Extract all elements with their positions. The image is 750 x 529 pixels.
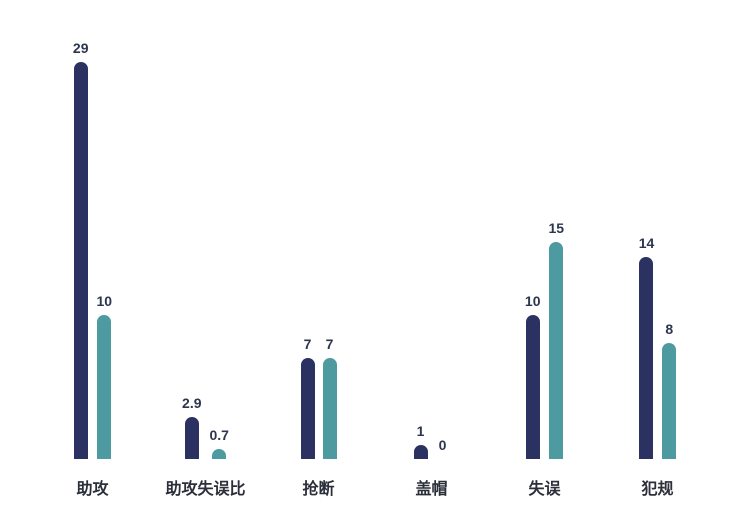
bar (97, 315, 111, 459)
bar-wrap: 2.9 (182, 40, 201, 459)
bar (323, 358, 337, 459)
bar-wrap: 15 (549, 40, 565, 459)
bar-group: 2.9 0.7 (149, 40, 262, 459)
bar-value-label: 14 (639, 235, 655, 251)
bar-wrap: 10 (525, 40, 541, 459)
bar-wrap: 29 (73, 40, 89, 459)
x-axis-tick: 助攻 (36, 475, 149, 499)
bar (526, 315, 540, 459)
bar (212, 449, 226, 459)
bar-value-label: 7 (304, 336, 312, 352)
bar (662, 343, 676, 459)
bar (639, 257, 653, 459)
bar-value-label: 1 (417, 423, 425, 439)
bar-group: 10 (375, 40, 488, 459)
bar-wrap: 10 (97, 40, 113, 459)
bar-wrap: 7 (323, 40, 337, 459)
bar-value-label: 15 (549, 220, 565, 236)
bar-wrap: 7 (301, 40, 315, 459)
plot-area: 29102.90.777101015148 (36, 40, 714, 459)
bar-value-label: 10 (525, 293, 541, 309)
x-axis-tick: 犯规 (601, 475, 714, 499)
bar-group: 29 10 (36, 40, 149, 459)
bar-group: 10 15 (488, 40, 601, 459)
bar (185, 417, 199, 459)
bar-wrap: 1 (414, 40, 428, 459)
x-axis-tick: 失误 (488, 475, 601, 499)
bar-wrap: 0.7 (210, 40, 229, 459)
bar-value-label: 8 (665, 321, 673, 337)
x-axis-tick: 盖帽 (375, 475, 488, 499)
bar (74, 62, 88, 459)
bar-wrap: 8 (662, 40, 676, 459)
bar-value-label: 2.9 (182, 395, 201, 411)
bar-group: 14 8 (601, 40, 714, 459)
bar-groups: 29102.90.777101015148 (36, 40, 714, 459)
bar (301, 358, 315, 459)
grouped-bar-chart: 29102.90.777101015148 助攻助攻失误比抢断盖帽失误犯规 (0, 0, 750, 529)
bar-wrap: 0 (436, 40, 450, 459)
bar-value-label: 0.7 (210, 427, 229, 443)
bar-wrap: 14 (639, 40, 655, 459)
bar-value-label: 0 (439, 437, 447, 453)
bar-value-label: 10 (97, 293, 113, 309)
bar-value-label: 29 (73, 40, 89, 56)
bar (414, 445, 428, 459)
x-axis-tick: 助攻失误比 (149, 475, 262, 499)
bar-value-label: 7 (326, 336, 334, 352)
x-axis-tick: 抢断 (262, 475, 375, 499)
x-axis: 助攻助攻失误比抢断盖帽失误犯规 (36, 475, 714, 499)
bar-group: 77 (262, 40, 375, 459)
bar (549, 242, 563, 459)
